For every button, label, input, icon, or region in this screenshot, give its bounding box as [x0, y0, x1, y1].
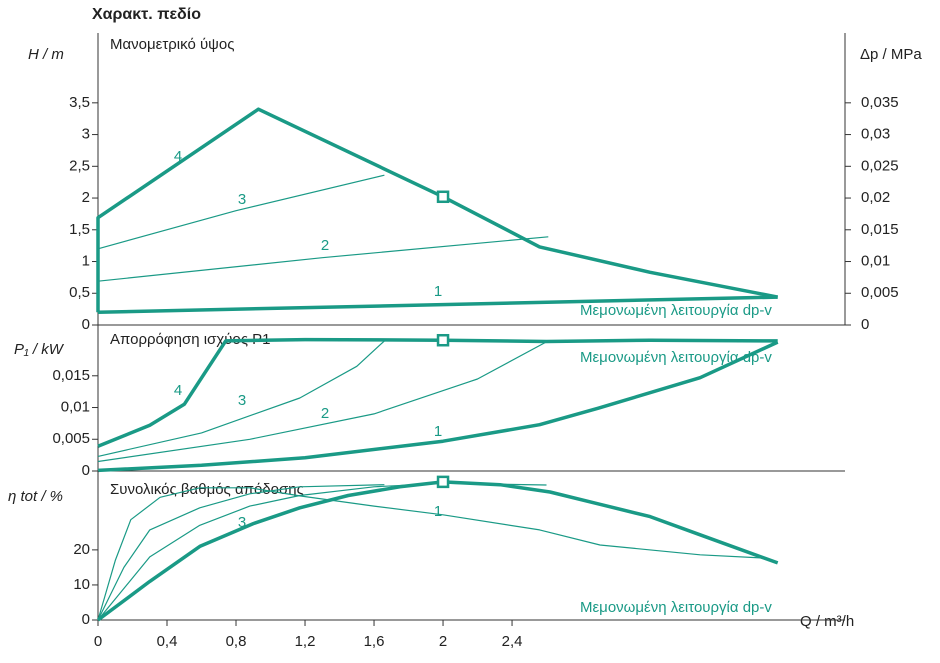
curve-label: 1 [434, 503, 442, 520]
y-tick-label: 0 [82, 316, 90, 333]
x-tick-label: 0,8 [226, 633, 247, 650]
panel-title: Συνολικός βαθμός απόδοσης [110, 481, 304, 498]
curve-label: 2 [321, 237, 329, 254]
y-tick-label: 0,015 [52, 367, 90, 384]
y-tick-label: 1 [82, 252, 90, 269]
curve [97, 174, 385, 250]
y-tick-label: 0,5 [69, 284, 90, 301]
curve [97, 340, 385, 457]
annotation: Μεμονωμένη λειτουργία dp-v [580, 349, 772, 366]
curve-label: 3 [238, 191, 246, 208]
x-tick-label: 1,2 [295, 633, 316, 650]
curve [97, 295, 778, 315]
annotation: Μεμονωμένη λειτουργία dp-v [580, 599, 772, 616]
curve [97, 484, 385, 621]
y2-tick-label: 0,035 [861, 94, 899, 111]
y2-tick-label: 0,02 [861, 189, 890, 206]
duty-point [436, 475, 450, 489]
y-tick-label: 0 [82, 462, 90, 479]
y-tick-label: 0,005 [52, 430, 90, 447]
x-tick-label: 2,4 [502, 633, 523, 650]
x-axis-label: Q / m³/h [800, 613, 854, 630]
x-tick-label: 2 [439, 633, 447, 650]
y2-tick-label: 0 [861, 316, 869, 333]
curve-label: 4 [174, 382, 182, 399]
y-tick-label: 0,01 [61, 398, 90, 415]
y-tick-label: 10 [73, 576, 90, 593]
curve-label: 4 [174, 148, 182, 165]
curve [97, 482, 547, 621]
y2-tick-label: 0,03 [861, 126, 890, 143]
curve-label: 1 [434, 423, 442, 440]
x-tick-label: 1,6 [364, 633, 385, 650]
curve-label: 1 [434, 283, 442, 300]
curve [97, 340, 549, 463]
curve [97, 337, 778, 448]
curve-label: 3 [238, 514, 246, 531]
panel-title: Απορρόφηση ισχύος P1 [110, 331, 270, 348]
annotation: Μεμονωμένη λειτουργία dp-v [580, 302, 772, 319]
y-axis-label: H / m [28, 46, 64, 63]
curve [97, 487, 778, 621]
curve [97, 340, 779, 473]
y-tick-label: 3 [82, 126, 90, 143]
y2-tick-label: 0,015 [861, 221, 899, 238]
y-tick-label: 0 [82, 611, 90, 628]
y-tick-label: 1,5 [69, 221, 90, 238]
y-tick-label: 2 [82, 189, 90, 206]
y-axis-label: η tot / % [8, 488, 63, 505]
y2-tick-label: 0,025 [861, 157, 899, 174]
curve [97, 236, 549, 282]
curve-label: 2 [321, 405, 329, 422]
y2-tick-label: 0,01 [861, 252, 890, 269]
x-tick-label: 0,4 [157, 633, 178, 650]
panel-title: Μανομετρικό ύψος [110, 36, 234, 53]
duty-point [436, 333, 450, 347]
y-tick-label: 3,5 [69, 94, 90, 111]
y-tick-label: 2,5 [69, 157, 90, 174]
y2-axis-label: Δp / MPa [860, 46, 922, 63]
duty-point [436, 190, 450, 204]
x-tick-label: 0 [94, 633, 102, 650]
y2-tick-label: 0,005 [861, 284, 899, 301]
curve [96, 107, 779, 313]
y-tick-label: 20 [73, 541, 90, 558]
y-axis-label: P₁ / kW [14, 341, 65, 358]
curve-label: 3 [238, 392, 246, 409]
chart-title: Χαρακτ. πεδίο [92, 6, 201, 23]
